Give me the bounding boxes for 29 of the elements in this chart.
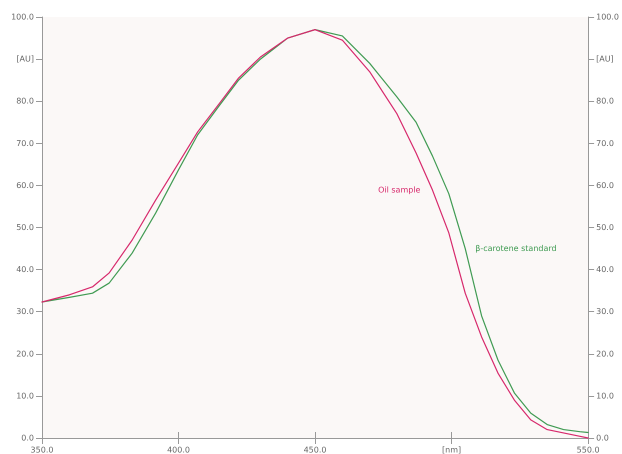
y-tick-label: 50.0 xyxy=(16,223,34,232)
x-tick-label: 550.0 xyxy=(576,446,600,454)
series-label: Oil sample xyxy=(378,186,421,195)
x-tick-label: [nm] xyxy=(442,446,462,454)
y-tick-label: 0.0 xyxy=(21,434,34,442)
y2-tick-label: [AU] xyxy=(596,54,614,64)
y2-tick-label: 30.0 xyxy=(596,307,614,316)
y-tick-label: [AU] xyxy=(16,54,34,64)
y-tick-label: 20.0 xyxy=(16,349,34,358)
x-tick-label: 450.0 xyxy=(304,446,326,454)
y2-tick-label: 80.0 xyxy=(596,96,614,106)
y-tick-label: 60.0 xyxy=(16,180,34,190)
y2-tick-label: 20.0 xyxy=(596,349,614,358)
y2-tick-label: 70.0 xyxy=(596,138,614,148)
x-tick-label: 400.0 xyxy=(167,446,190,454)
y2-tick-label: 10.0 xyxy=(596,391,614,400)
x-tick-label: 350.0 xyxy=(30,446,54,454)
y-tick-label: 40.0 xyxy=(16,265,34,274)
y-tick-label: 100.0 xyxy=(11,12,34,22)
y-tick-label: 30.0 xyxy=(16,307,34,316)
y2-tick-label: 50.0 xyxy=(596,223,614,232)
y2-tick-label: 0.0 xyxy=(596,434,609,442)
y-tick-label: 80.0 xyxy=(16,96,34,106)
series-label: β-carotene standard xyxy=(475,244,557,254)
y-tick-label: 70.0 xyxy=(16,138,34,148)
y-tick-label: 10.0 xyxy=(16,391,34,400)
y2-tick-label: 60.0 xyxy=(596,180,614,190)
y2-tick-label: 40.0 xyxy=(596,265,614,274)
y2-tick-label: 100.0 xyxy=(596,12,620,22)
